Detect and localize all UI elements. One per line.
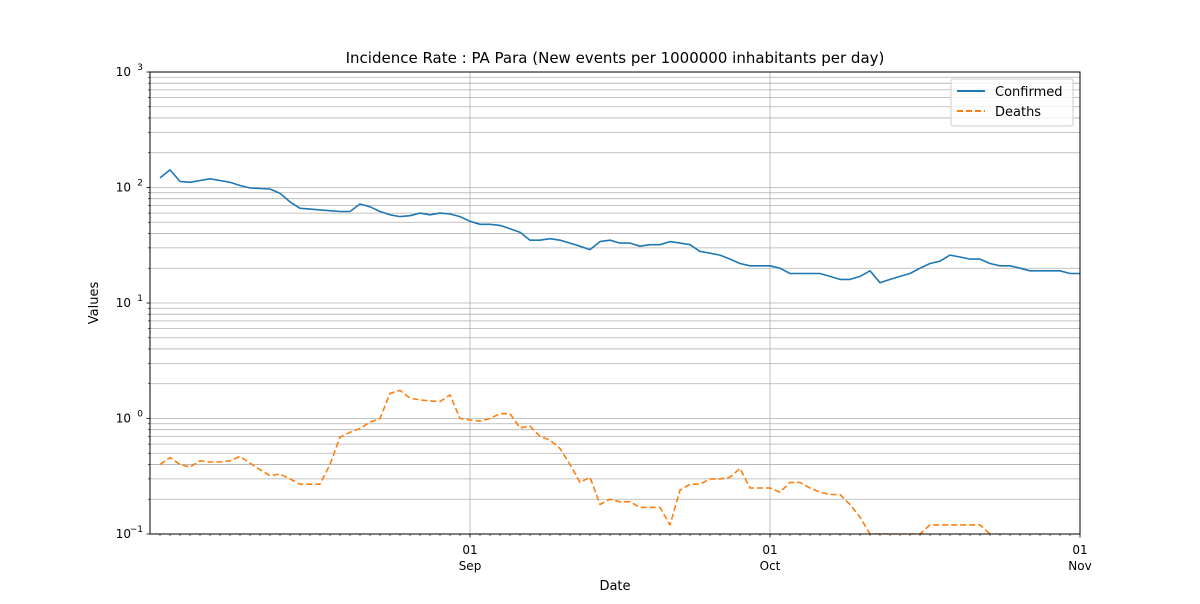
series-lines [159,169,1080,534]
y-tick-label-exponent: 2 [137,179,143,189]
grid-lines [150,72,1081,535]
y-tick-label: 10 [116,527,131,541]
x-tick-label-month: Sep [459,559,482,573]
x-axis: 01 Sep 01 Oct 01 Nov [159,534,1092,573]
y-tick-label: 10 [116,412,131,426]
chart-title: Incidence Rate : PA Para (New events per… [346,49,885,67]
y-tick-label: 10 [116,296,131,310]
y-axis-label: Values [87,282,102,325]
legend-label-deaths: Deaths [995,105,1041,120]
y-tick-label-exponent: 3 [137,63,143,73]
x-tick-label-day: 01 [762,543,777,557]
x-tick-label-month: Nov [1068,559,1091,573]
y-tick-label: 10 [116,181,131,195]
y-tick-label: 10 [116,65,131,79]
series-line-deaths [159,389,992,534]
x-tick-label-day: 01 [1072,543,1087,557]
legend: Confirmed Deaths [950,78,1074,127]
legend-label-confirmed: Confirmed [995,85,1063,100]
x-tick-label-month: Oct [760,559,781,573]
y-tick-label-exponent: 1 [137,294,143,304]
series-line-confirmed [159,169,1080,284]
y-tick-label-exponent: −1 [130,525,143,535]
x-axis-label: Date [599,579,630,594]
y-tick-label-exponent: 0 [137,410,143,420]
x-tick-label-day: 01 [462,543,477,557]
